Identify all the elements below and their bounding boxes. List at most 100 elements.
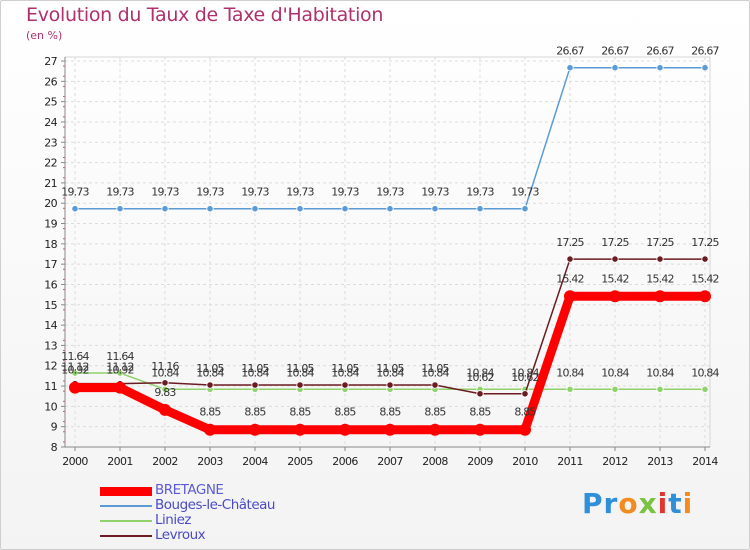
x-tick-label: 2004 [242,455,268,468]
data-label: 17.25 [601,236,629,249]
data-label: 10.84 [196,366,224,379]
data-point [701,255,709,263]
x-tick-label: 2014 [692,455,718,468]
data-point [116,205,124,213]
data-point [656,255,664,263]
data-point [384,423,396,436]
data-label: 19.73 [61,186,89,199]
data-point [206,381,214,389]
x-tick-label: 2000 [62,455,88,468]
data-point [701,64,709,72]
data-point [294,423,306,436]
data-label: 10.84 [286,366,314,379]
y-tick-label: 23 [44,136,57,149]
data-label: 10.84 [331,366,359,379]
data-label: 11.05 [196,362,224,375]
data-label: 8.85 [334,406,356,419]
x-tick-label: 2011 [557,455,583,468]
data-label: 10.92 [61,364,89,377]
data-labels: 10.92 10.92 9.83 8.85 8.85 8.85 8.85 8.85 8.85 8.… [61,45,720,419]
legend-label: Levroux [155,527,206,543]
data-label: 11.64 [61,350,89,363]
data-point [114,381,126,394]
data-point [296,205,304,213]
y-tick-label: 9 [51,421,58,434]
data-point [116,369,124,377]
data-point [476,205,484,213]
data-label: 10.84 [466,366,494,379]
data-point [159,403,171,416]
legend-swatch [100,486,152,496]
data-point [71,205,79,213]
data-point [429,423,441,436]
logo-letter: o [618,487,639,520]
data-label: 15.42 [646,272,674,285]
x-tick-label: 2006 [332,455,358,468]
y-tick-label: 10 [44,400,57,413]
chart-title: Evolution du Taux de Taxe d'Habitation [26,4,384,26]
y-tick-label: 26 [44,75,57,88]
data-label: 10.84 [376,366,404,379]
data-label: 19.73 [151,186,179,199]
data-point [249,423,261,436]
data-point [69,381,81,394]
data-label: 19.73 [511,186,539,199]
data-point [339,423,351,436]
data-label: 10.84 [646,366,674,379]
data-label: 8.85 [514,406,536,419]
logo-letter: i [657,487,669,520]
data-label: 11.16 [151,360,179,373]
data-label: 26.67 [601,45,629,58]
data-label: 9.83 [154,386,176,399]
data-label: 11.12 [106,361,134,374]
data-label: 11.64 [106,350,134,363]
x-tick-label: 2009 [467,455,493,468]
y-tick-label: 14 [44,319,57,332]
data-point [71,369,79,377]
data-label: 11.12 [61,361,89,374]
y-tick-label: 11 [44,380,57,393]
data-label: 19.73 [106,186,134,199]
chart-subtitle: (en %) [26,29,63,42]
legend-label: Bouges-le-Château [155,497,275,513]
data-label: 10.84 [421,366,449,379]
data-label: 11.05 [286,362,314,375]
data-label: 11.05 [421,362,449,375]
data-point [521,390,529,398]
y-tick-label: 27 [44,55,57,68]
y-tick-label: 8 [51,441,58,454]
data-label: 19.73 [331,186,359,199]
data-label: 19.73 [241,186,269,199]
x-tick-label: 2012 [602,455,628,468]
data-point [611,385,619,393]
legend-label: Liniez [155,512,191,528]
data-point [474,423,486,436]
x-tick-label: 2002 [152,455,178,468]
logo-letter: P [582,487,604,520]
data-point [654,290,666,303]
data-point [566,64,574,72]
data-point [611,255,619,263]
data-point [341,381,349,389]
y-tick-label: 12 [44,360,57,373]
data-label: 19.73 [196,186,224,199]
line-chart: 8 9 10 11 12 13 14 15 16 17 18 19 20 21 22 23 24 25 26 27 20… [44,45,720,468]
x-tick-label: 2013 [647,455,673,468]
logo-letter: i [682,487,694,520]
x-tick-label: 2010 [512,455,538,468]
data-label: 17.25 [646,236,674,249]
data-point [656,64,664,72]
data-point [204,423,216,436]
x-tick-label: 2003 [197,455,223,468]
data-label: 10.84 [511,366,539,379]
y-tick-label: 16 [44,278,57,291]
x-tick-label: 2005 [287,455,313,468]
data-label: 10.84 [151,366,179,379]
data-label: 15.42 [601,272,629,285]
data-label: 26.67 [691,45,719,58]
data-label: 11.05 [376,362,404,375]
data-point [161,205,169,213]
data-point [564,290,576,303]
data-point [386,205,394,213]
legend-swatch [100,505,152,507]
